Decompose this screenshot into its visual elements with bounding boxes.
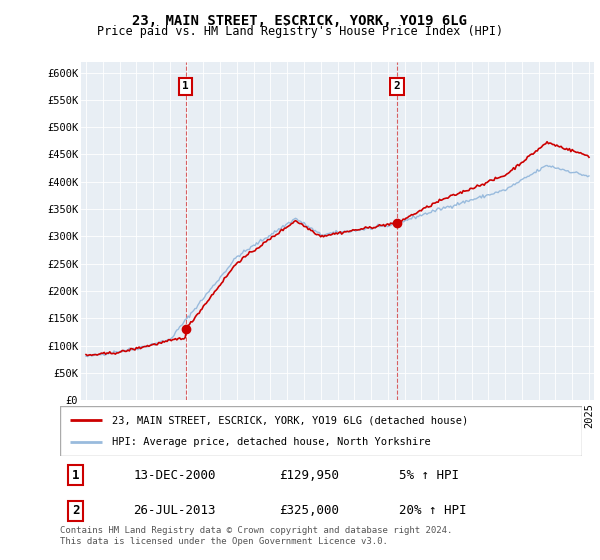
Text: £325,000: £325,000 [279, 504, 339, 517]
Text: Contains HM Land Registry data © Crown copyright and database right 2024.
This d: Contains HM Land Registry data © Crown c… [60, 526, 452, 546]
Text: 23, MAIN STREET, ESCRICK, YORK, YO19 6LG: 23, MAIN STREET, ESCRICK, YORK, YO19 6LG [133, 14, 467, 28]
Text: HPI: Average price, detached house, North Yorkshire: HPI: Average price, detached house, Nort… [112, 437, 431, 447]
Text: 1: 1 [72, 469, 79, 482]
Text: 2: 2 [394, 81, 401, 91]
Text: 13-DEC-2000: 13-DEC-2000 [133, 469, 215, 482]
Text: Price paid vs. HM Land Registry's House Price Index (HPI): Price paid vs. HM Land Registry's House … [97, 25, 503, 38]
Text: 2: 2 [72, 504, 79, 517]
Text: 20% ↑ HPI: 20% ↑ HPI [400, 504, 467, 517]
Text: 1: 1 [182, 81, 189, 91]
Text: 26-JUL-2013: 26-JUL-2013 [133, 504, 215, 517]
Text: 5% ↑ HPI: 5% ↑ HPI [400, 469, 460, 482]
Text: 23, MAIN STREET, ESCRICK, YORK, YO19 6LG (detached house): 23, MAIN STREET, ESCRICK, YORK, YO19 6LG… [112, 415, 469, 425]
Text: £129,950: £129,950 [279, 469, 339, 482]
FancyBboxPatch shape [60, 406, 582, 456]
